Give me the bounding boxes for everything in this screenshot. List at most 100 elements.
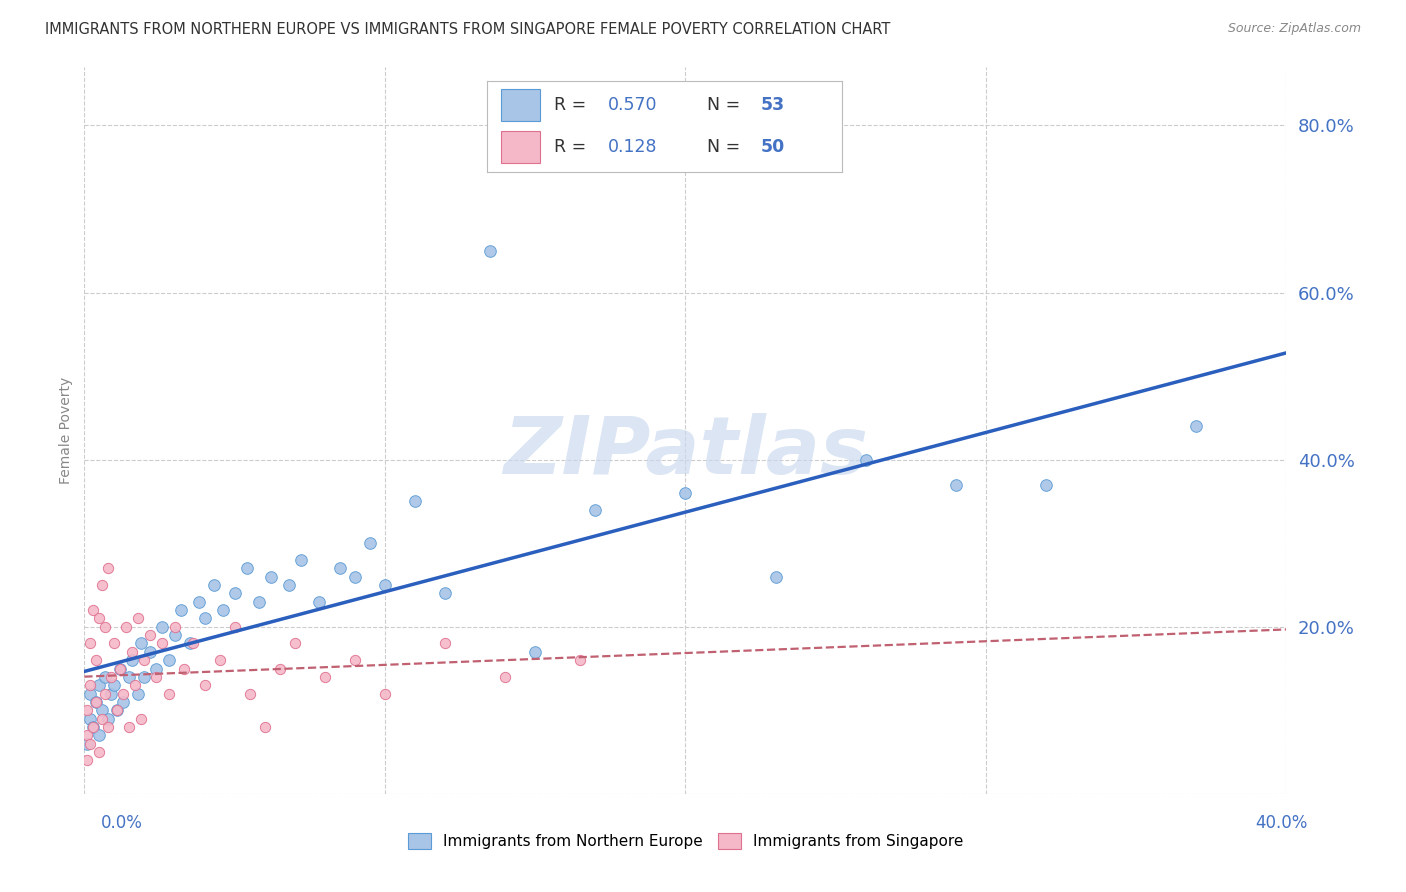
- Point: [179, 636, 201, 650]
- Text: 40.0%: 40.0%: [1256, 814, 1308, 831]
- Point: [434, 636, 457, 650]
- Point: [79, 636, 101, 650]
- Point: [277, 578, 299, 592]
- Point: [145, 670, 167, 684]
- Point: [163, 620, 186, 634]
- Point: [374, 687, 396, 701]
- Legend: Immigrants from Northern Europe, Immigrants from Singapore: Immigrants from Northern Europe, Immigra…: [402, 827, 969, 855]
- Point: [103, 678, 125, 692]
- Point: [247, 595, 270, 609]
- Point: [152, 620, 174, 634]
- Point: [194, 611, 217, 625]
- Point: [765, 569, 787, 583]
- Point: [157, 687, 180, 701]
- Point: [157, 653, 180, 667]
- Point: [76, 728, 98, 742]
- Point: [107, 703, 129, 717]
- Point: [374, 578, 396, 592]
- Point: [343, 653, 366, 667]
- Point: [583, 502, 606, 516]
- Point: [86, 653, 108, 667]
- Point: [124, 678, 146, 692]
- Point: [139, 628, 162, 642]
- Point: [290, 553, 312, 567]
- Point: [89, 745, 111, 759]
- Point: [260, 569, 283, 583]
- Point: [131, 712, 153, 726]
- Point: [208, 653, 231, 667]
- Point: [110, 661, 132, 675]
- Point: [202, 578, 225, 592]
- Point: [127, 611, 149, 625]
- Point: [121, 645, 143, 659]
- Point: [675, 486, 697, 500]
- Point: [82, 720, 104, 734]
- Point: [235, 561, 257, 575]
- Point: [76, 703, 98, 717]
- Point: [1035, 477, 1057, 491]
- Point: [94, 670, 117, 684]
- Point: [91, 703, 114, 717]
- Point: [89, 611, 111, 625]
- Point: [118, 670, 141, 684]
- Point: [79, 678, 101, 692]
- Point: [100, 670, 122, 684]
- Point: [89, 728, 111, 742]
- Point: [112, 695, 135, 709]
- Point: [82, 603, 104, 617]
- Text: ZIPatlas: ZIPatlas: [503, 413, 868, 491]
- Point: [76, 737, 98, 751]
- Point: [308, 595, 330, 609]
- Point: [131, 636, 153, 650]
- Point: [103, 636, 125, 650]
- Point: [284, 636, 307, 650]
- Point: [855, 452, 877, 467]
- Point: [434, 586, 457, 600]
- Point: [239, 687, 262, 701]
- Point: [945, 477, 967, 491]
- Point: [253, 720, 276, 734]
- Point: [97, 712, 120, 726]
- Point: [97, 561, 120, 575]
- Point: [224, 620, 246, 634]
- Point: [79, 687, 101, 701]
- Point: [115, 620, 138, 634]
- Point: [100, 687, 122, 701]
- Point: [145, 661, 167, 675]
- Point: [107, 703, 129, 717]
- Point: [569, 653, 592, 667]
- Point: [359, 536, 381, 550]
- Point: [152, 636, 174, 650]
- Point: [82, 720, 104, 734]
- Point: [127, 687, 149, 701]
- Text: 0.0%: 0.0%: [101, 814, 143, 831]
- Point: [524, 645, 547, 659]
- Point: [173, 661, 195, 675]
- Point: [329, 561, 352, 575]
- Point: [97, 720, 120, 734]
- Text: IMMIGRANTS FROM NORTHERN EUROPE VS IMMIGRANTS FROM SINGAPORE FEMALE POVERTY CORR: IMMIGRANTS FROM NORTHERN EUROPE VS IMMIG…: [45, 22, 890, 37]
- Point: [181, 636, 204, 650]
- Point: [134, 670, 156, 684]
- Point: [479, 244, 502, 258]
- Point: [112, 687, 135, 701]
- Point: [169, 603, 191, 617]
- Point: [139, 645, 162, 659]
- Point: [134, 653, 156, 667]
- Point: [86, 695, 108, 709]
- Point: [211, 603, 233, 617]
- Point: [1185, 419, 1208, 434]
- Point: [163, 628, 186, 642]
- Point: [91, 578, 114, 592]
- Point: [121, 653, 143, 667]
- Point: [118, 720, 141, 734]
- Point: [86, 695, 108, 709]
- Point: [404, 494, 426, 508]
- Text: Source: ZipAtlas.com: Source: ZipAtlas.com: [1227, 22, 1361, 36]
- Point: [94, 620, 117, 634]
- Point: [110, 661, 132, 675]
- Point: [91, 712, 114, 726]
- Point: [314, 670, 336, 684]
- Point: [187, 595, 209, 609]
- Point: [224, 586, 246, 600]
